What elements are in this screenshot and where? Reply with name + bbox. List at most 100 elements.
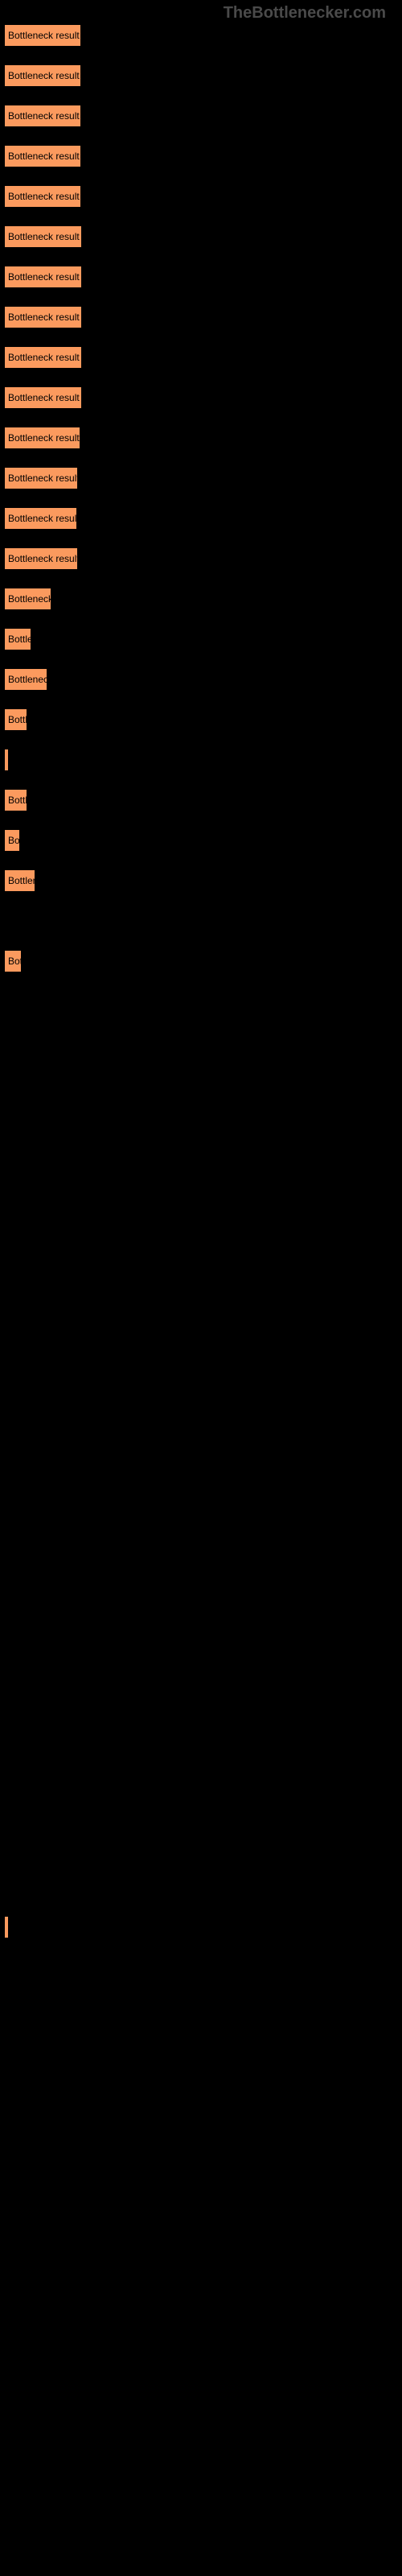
bar-row: Bottleneck result: [4, 1916, 398, 1938]
bar-row: [4, 1674, 398, 1697]
bottleneck-bar: Bottleneck result: [4, 64, 81, 87]
bar-row: Bottleneck result: [4, 185, 398, 208]
bar-row: [4, 1876, 398, 1898]
bar-row: [4, 910, 398, 932]
bar-row: Bottleneck result: [4, 306, 398, 328]
bar-row: Bottleneck result: [4, 24, 398, 47]
bar-row: Bottleneck result: [4, 829, 398, 852]
bar-row: Bottleneck result: [4, 64, 398, 87]
bar-row: [4, 1272, 398, 1294]
bar-label: Bottleneck result: [8, 231, 80, 242]
bar-row: [4, 2439, 398, 2462]
bottleneck-bar: Bottleneck result: [4, 386, 82, 409]
bar-label: Bottleneck result: [8, 271, 80, 283]
bar-row: Bottleneck result: [4, 789, 398, 811]
bar-label: Bottleneck result: [8, 875, 35, 886]
bar-row: [4, 1554, 398, 1576]
bottleneck-bar: Bottleneck result: [4, 507, 77, 530]
bottleneck-bar: Bottleneck result: [4, 467, 78, 489]
bar-row: [4, 2399, 398, 2421]
bar-row: Bottleneck result: [4, 869, 398, 892]
bar-row: [4, 1594, 398, 1616]
bar-row: [4, 2479, 398, 2502]
bar-label: Bottleneck result: [8, 553, 77, 564]
bar-row: Bottleneck result: [4, 588, 398, 610]
bar-row: [4, 1111, 398, 1133]
bottleneck-bar: Bottleneck result: [4, 145, 81, 167]
bar-row: [4, 2198, 398, 2220]
bottleneck-bar: Bottleneck result: [4, 225, 82, 248]
bottleneck-bar: Bottleneck result: [4, 628, 31, 650]
bottleneck-bar: Bottleneck result: [4, 547, 78, 570]
bar-label: Bottleneck result: [8, 835, 19, 846]
bar-row: Bottleneck result: [4, 105, 398, 127]
bottleneck-bar: Bottleneck result: [4, 668, 47, 691]
bar-row: [4, 990, 398, 1013]
bottleneck-bar: Bottleneck result: [4, 105, 81, 127]
bottleneck-bar: Bottleneck result: [4, 427, 80, 449]
bottleneck-chart: Bottleneck result Bottleneck result Bottle…: [0, 0, 402, 2524]
bottleneck-bar: Bottleneck result: [4, 588, 51, 610]
bar-row: [4, 1312, 398, 1335]
bar-row: [4, 2037, 398, 2059]
bar-row: Bottleneck result: [4, 266, 398, 288]
bar-row: [4, 1191, 398, 1214]
watermark-text: TheBottlenecker.com: [224, 4, 386, 23]
bar-row: [4, 1071, 398, 1093]
bar-row: Bottleneck result: [4, 467, 398, 489]
bar-row: [4, 1393, 398, 1415]
bottleneck-bar: Bottleneck result: [4, 708, 27, 731]
bar-row: Bottleneck result: [4, 145, 398, 167]
bar-row: [4, 1835, 398, 1858]
bar-row: Bottleneck result: [4, 427, 398, 449]
bottleneck-bar: Bottleneck result: [4, 1916, 9, 1938]
bar-label: Bottleneck result: [8, 795, 27, 806]
bottleneck-bar: Bottleneck result: [4, 829, 20, 852]
bar-label: Bottleneck result: [8, 634, 31, 645]
bar-row: Bottleneck result: [4, 386, 398, 409]
bar-row: [4, 1795, 398, 1818]
bar-label: Bottleneck result: [8, 714, 27, 725]
bar-label: Bottleneck result: [8, 312, 80, 323]
bar-row: Bottleneck result: [4, 225, 398, 248]
bar-row: [4, 1634, 398, 1657]
bar-label: Bottleneck result: [8, 392, 80, 403]
bottleneck-bar: Bottleneck result: [4, 749, 9, 771]
bar-row: Bottleneck result: [4, 708, 398, 731]
bottleneck-bar: Bottleneck result: [4, 185, 81, 208]
bar-row: [4, 2359, 398, 2381]
bar-row: Bottleneck result: [4, 507, 398, 530]
bar-label: Bottleneck result: [8, 191, 80, 202]
bar-row: [4, 2238, 398, 2260]
bar-row: [4, 1755, 398, 1777]
bar-row: [4, 2157, 398, 2180]
bar-row: [4, 1513, 398, 1536]
bar-row: [4, 2318, 398, 2341]
bar-row: [4, 1352, 398, 1375]
bottleneck-bar: Bottleneck result: [4, 24, 81, 47]
bar-label: Bottleneck result: [8, 432, 80, 444]
bar-row: Bottleneck result: [4, 346, 398, 369]
bar-row: [4, 1715, 398, 1737]
bar-row: [4, 1030, 398, 1053]
bar-row: Bottleneck result: [4, 950, 398, 972]
bar-label: Bottleneck result: [8, 151, 80, 162]
bar-row: [4, 2077, 398, 2099]
bar-row: Bottleneck result: [4, 628, 398, 650]
bar-row: Bottleneck result: [4, 547, 398, 570]
bottleneck-bar: Bottleneck result: [4, 346, 82, 369]
bar-row: [4, 1151, 398, 1174]
bottleneck-bar: Bottleneck result: [4, 789, 27, 811]
bottleneck-bar: Bottleneck result: [4, 306, 82, 328]
bar-row: [4, 2117, 398, 2140]
bar-label: Bottleneck result: [8, 513, 76, 524]
bar-row: [4, 2278, 398, 2301]
bar-row: [4, 1433, 398, 1455]
bar-label: Bottleneck result: [8, 674, 47, 685]
bar-row: [4, 1956, 398, 1979]
bar-label: Bottleneck result: [8, 473, 77, 484]
bar-row: Bottleneck result: [4, 668, 398, 691]
bottleneck-bar: Bottleneck result: [4, 869, 35, 892]
bottleneck-bar: Bottleneck result: [4, 266, 82, 288]
bar-label: Bottleneck result: [8, 352, 80, 363]
